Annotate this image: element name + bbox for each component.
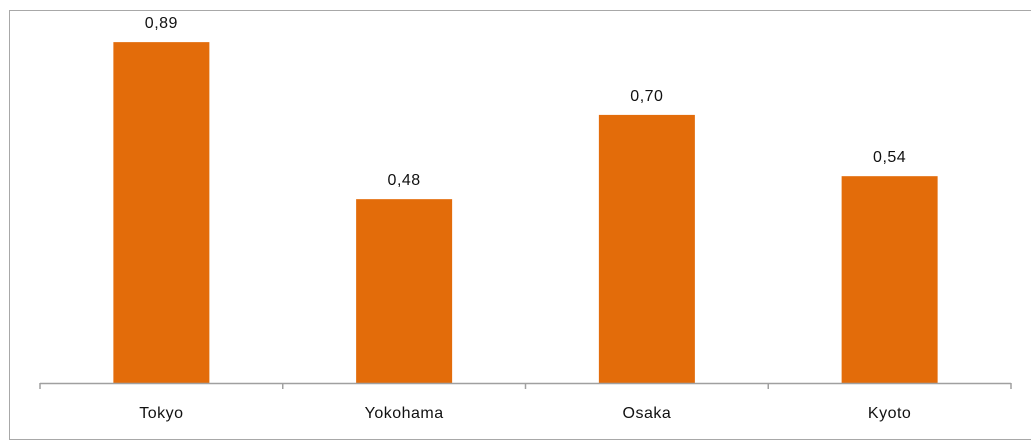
category-label-tokyo: Tokyo [139, 405, 183, 422]
bar-chart: 0,89 0,48 0,70 0,54 Tokyo Yokohama Osaka Kyoto [39, 15, 1012, 422]
bar-yokohama [356, 199, 453, 383]
value-label-kyoto: 0,54 [873, 149, 906, 166]
category-label-yokohama: Yokohama [365, 405, 444, 422]
category-labels-group: Tokyo Yokohama Osaka Kyoto [139, 405, 911, 422]
bar-kyoto [841, 176, 938, 383]
bars-group [113, 42, 938, 384]
bar-tokyo [113, 42, 210, 383]
category-label-kyoto: Kyoto [868, 405, 911, 422]
bar-osaka [598, 114, 695, 384]
x-ticks-group [39, 383, 1012, 389]
value-label-osaka: 0,70 [630, 88, 663, 105]
value-label-yokohama: 0,48 [388, 172, 421, 189]
value-labels-group: 0,89 0,48 0,70 0,54 [145, 15, 906, 189]
category-label-osaka: Osaka [623, 405, 672, 422]
value-label-tokyo: 0,89 [145, 15, 178, 32]
